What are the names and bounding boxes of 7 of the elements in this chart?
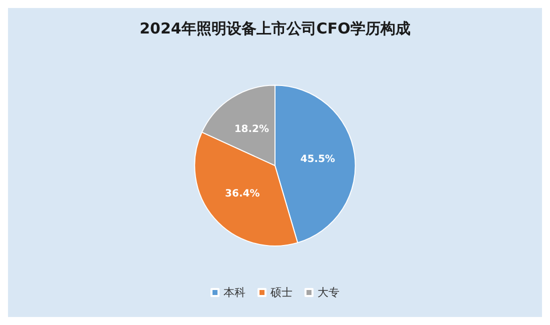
legend-label: 本科 (224, 286, 246, 299)
legend-label: 大专 (318, 286, 340, 299)
legend-label: 硕士 (270, 286, 292, 299)
data-label: 18.2% (234, 124, 270, 135)
data-label: 36.4% (225, 188, 260, 200)
chart-title: 2024年照明设备上市公司CFO学历构成 (140, 20, 410, 38)
data-label: 45.5% (300, 154, 336, 165)
